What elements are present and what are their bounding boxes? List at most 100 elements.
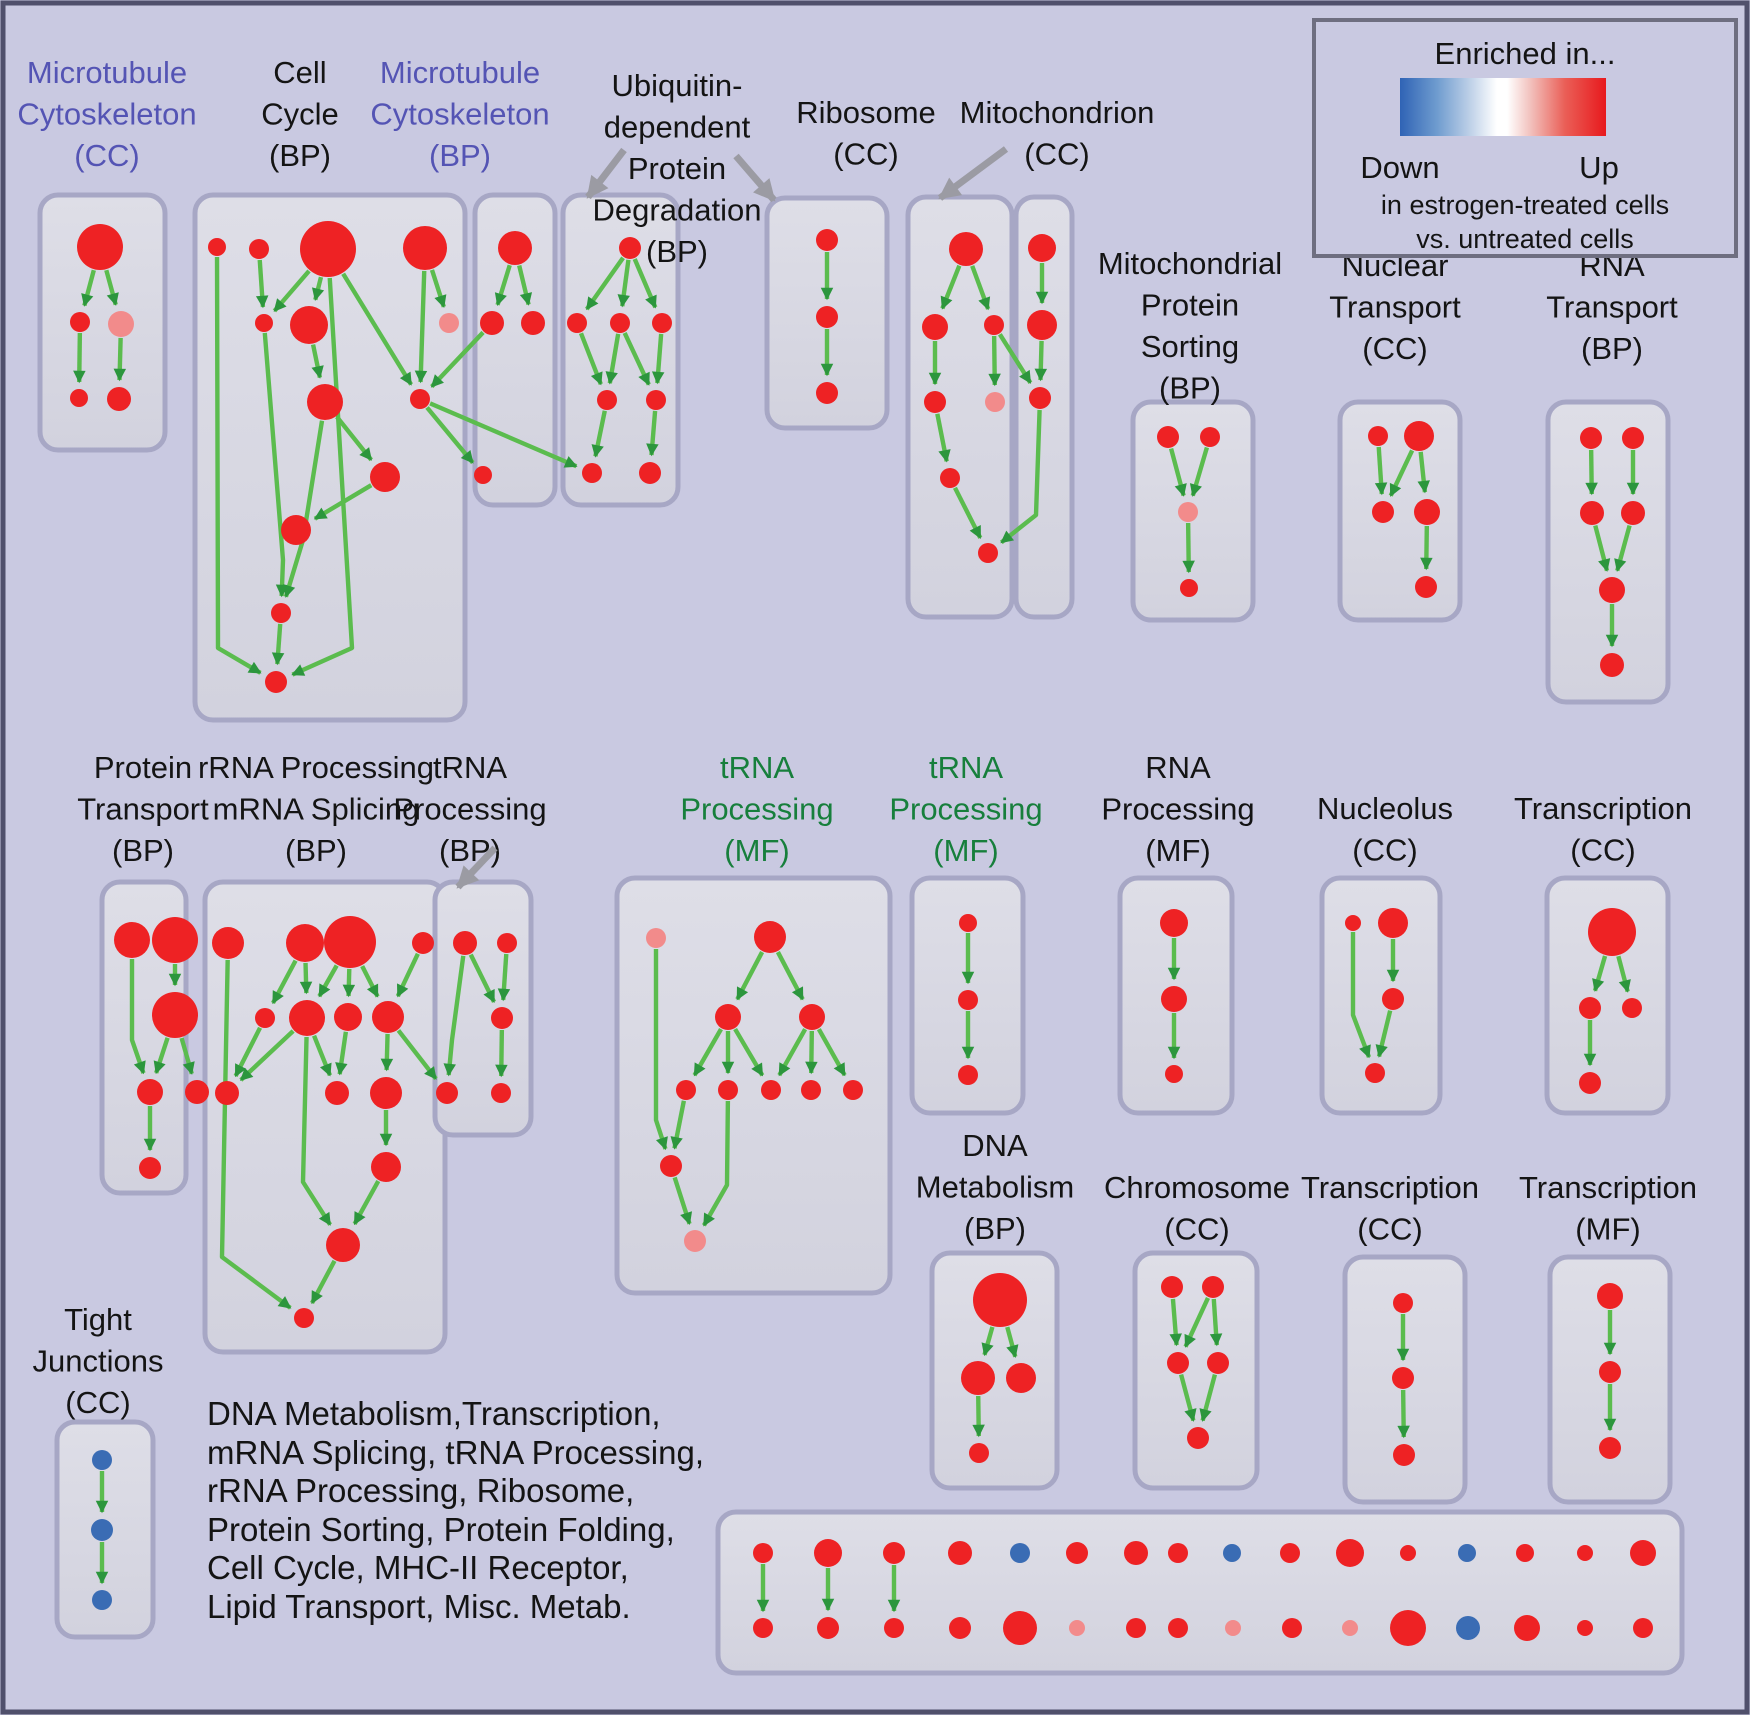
cluster-label-chromosome-cc: Chromosome <box>1104 1170 1290 1205</box>
gene-set-node-red <box>1365 1063 1385 1083</box>
gene-set-node-red <box>753 1543 773 1563</box>
edge-trna-processing-bp <box>468 953 497 1003</box>
gene-set-node-red <box>1577 1545 1593 1561</box>
gene-set-node-red <box>922 314 948 340</box>
gene-set-node-red <box>753 1618 773 1638</box>
gene-set-node-red <box>884 1618 904 1638</box>
edge-trna-processing-mf-large <box>702 1100 731 1227</box>
cluster-label-microtubule-cytoskeleton-bp: Microtubule <box>380 55 540 90</box>
gene-set-node-red <box>1200 427 1220 447</box>
gene-set-node-red <box>324 916 376 968</box>
edge-mitochondrial-protein-sorting-bp <box>1182 522 1195 574</box>
edge-dna-metabolism-bp <box>1005 1326 1019 1358</box>
misc-pathways-caption-line: Cell Cycle, MHC-II Receptor, <box>207 1549 629 1587</box>
legend-gradient-bar <box>1400 78 1606 136</box>
gene-set-node-red <box>1579 997 1601 1019</box>
gene-set-node-red <box>1161 986 1187 1012</box>
cross-edge <box>429 401 578 469</box>
cross-edge <box>425 406 475 465</box>
gene-set-node-red <box>1414 499 1440 525</box>
gene-set-node-red <box>1126 1618 1146 1638</box>
gene-set-node-red <box>139 1157 161 1179</box>
edge-dna-metabolism-bp <box>981 1326 995 1357</box>
edge-rrna-processing-mrna-splicing-bp <box>335 1031 349 1076</box>
gene-set-node-blue <box>1458 1544 1476 1562</box>
gene-set-node-pink <box>646 928 666 948</box>
gene-set-node-red <box>978 543 998 563</box>
gene-set-node-red <box>1165 1065 1183 1083</box>
gene-set-node-red <box>474 466 492 484</box>
edge-rrna-processing-mrna-splicing-bp <box>239 1029 295 1082</box>
cluster-label-microtubule-cytoskeleton-bp: Cytoskeleton <box>370 97 549 132</box>
cross-edge <box>999 409 1042 545</box>
gene-set-node-red <box>1187 1427 1209 1449</box>
gene-set-node-red <box>286 924 324 962</box>
cluster-label-transcription-cc-top: Transcription <box>1514 791 1692 826</box>
edge-dna-metabolism-bp <box>972 1395 985 1438</box>
gene-set-node-red <box>326 1228 360 1262</box>
cluster-label-ubiquitin-protein-degradation-bp-a: Ubiquitin- <box>612 68 743 103</box>
cluster-box-trna-processing-mf-large <box>614 875 893 1296</box>
legend-title: Enriched in... <box>1434 36 1616 71</box>
gene-set-node-red <box>1400 1545 1416 1561</box>
edge-trna-processing-mf-large <box>775 951 805 1001</box>
cluster-label-rna-processing-mf: RNA <box>1145 750 1211 785</box>
label-pointer-arrow-icon <box>455 845 498 890</box>
gene-set-node-blue <box>1223 1544 1241 1562</box>
edge-rrna-processing-mrna-splicing-bp <box>300 1036 332 1226</box>
edge-transcription-cc-top <box>1592 955 1608 992</box>
gene-set-node-red <box>816 229 838 251</box>
label-pointer-arrow-icon <box>733 153 777 203</box>
gene-set-node-red <box>817 1617 839 1639</box>
gene-set-node-red <box>255 1008 275 1028</box>
cluster-label-nucleolus-cc: Nucleolus <box>1317 791 1453 826</box>
gene-set-node-blue <box>1010 1543 1030 1563</box>
cluster-label-ubiquitin-protein-degradation-bp-a: (BP) <box>646 234 708 269</box>
edge-rrna-processing-mrna-splicing-bp <box>352 1179 381 1226</box>
gene-set-node-red <box>1027 310 1057 340</box>
cluster-label-mitochondrial-protein-sorting-bp: Protein <box>1141 288 1239 323</box>
edge-microtubule-cytoskeleton-cc <box>113 337 127 382</box>
edge-ubiquitin-protein-degradation-bp-a <box>605 333 621 385</box>
gene-set-node-red <box>799 1004 825 1030</box>
gene-set-node-red <box>403 226 447 270</box>
cluster-label-mitochondrion-cc: Mitochondrion <box>960 95 1155 130</box>
gene-set-node-red <box>215 1081 239 1105</box>
gene-set-node-red <box>718 1080 738 1100</box>
edge-cell-cycle-bp <box>310 344 324 379</box>
cluster-label-microtubule-cytoskeleton-bp: (BP) <box>429 138 491 173</box>
gene-set-node-red <box>754 921 786 953</box>
edge-mitochondrion-cc <box>1034 340 1048 382</box>
cluster-label-protein-transport-bp: Transport <box>77 792 209 827</box>
gene-set-node-red <box>924 391 946 413</box>
gene-set-node-red <box>761 1080 781 1100</box>
cluster-label-protein-transport-bp: (BP) <box>112 833 174 868</box>
gene-set-node-red <box>371 1152 401 1182</box>
edge-rrna-processing-mrna-splicing-bp <box>312 1034 332 1077</box>
gene-set-node-red <box>1600 653 1624 677</box>
cluster-label-microtubule-cytoskeleton-cc: Microtubule <box>27 55 187 90</box>
gene-set-node-red <box>294 1308 314 1328</box>
gene-set-node-red <box>265 671 287 693</box>
gene-set-node-red <box>1282 1618 1302 1638</box>
cross-edge <box>430 330 485 389</box>
edge-mitochondrial-protein-sorting-bp <box>1168 448 1187 497</box>
edge-nuclear-transport-cc <box>1420 525 1433 571</box>
gene-set-node-red <box>843 1080 863 1100</box>
cluster-label-ubiquitin-protein-degradation-bp-a: Protein <box>628 151 726 186</box>
gene-set-node-red <box>1392 1367 1414 1389</box>
cluster-box-chromosome-cc <box>1132 1250 1260 1491</box>
cluster-label-trna-processing-mf-small: (MF) <box>933 833 998 868</box>
gene-set-node-red <box>1124 1541 1148 1565</box>
gene-set-node-red <box>816 306 838 328</box>
gene-set-node-red <box>1599 577 1625 603</box>
cluster-box-dna-metabolism-bp <box>929 1250 1060 1491</box>
gene-set-node-red <box>1378 908 1408 938</box>
cluster-label-mitochondrial-protein-sorting-bp: (BP) <box>1159 371 1221 406</box>
gene-set-node-pink <box>108 311 134 337</box>
gene-set-node-red <box>1180 579 1198 597</box>
gene-set-node-pink <box>684 1230 706 1252</box>
